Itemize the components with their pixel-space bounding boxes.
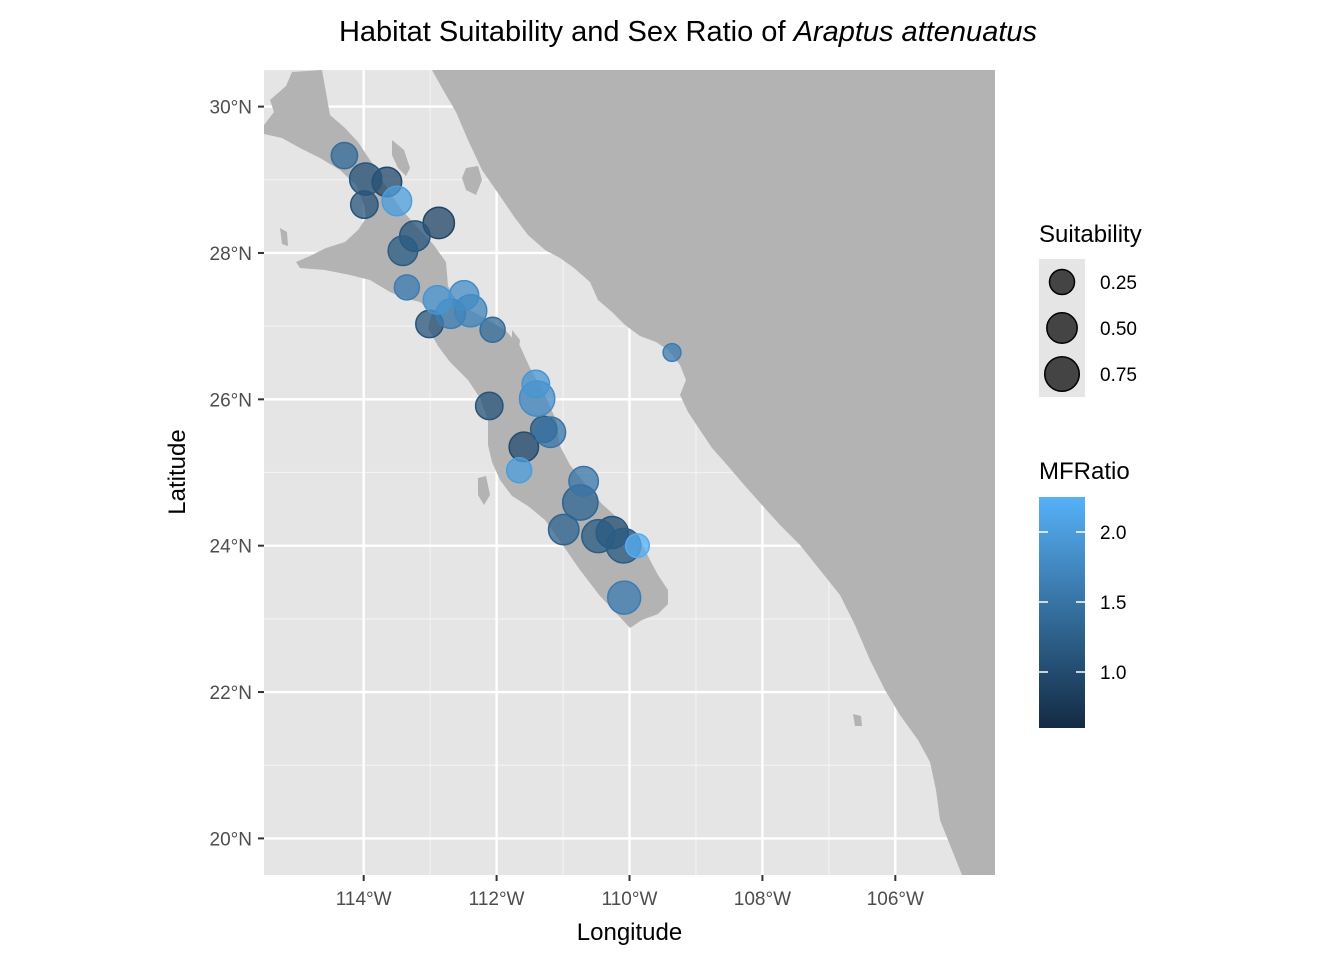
y-tick-label: 30°N — [210, 98, 252, 119]
chart-title-species: Araptus attenuatus — [792, 16, 1037, 48]
color-legend: MFRatio 1.0 1.5 2.0 — [1039, 458, 1130, 728]
color-legend-label: 2.0 — [1100, 523, 1126, 544]
sample-point — [547, 513, 580, 546]
sample-point — [521, 369, 551, 399]
sample-point — [448, 279, 480, 311]
chart-title-prefix: Habitat Suitability and Sex Ratio of — [339, 16, 794, 48]
color-legend-keys: 1.0 1.5 2.0 — [1039, 523, 1126, 684]
x-axis-label: Longitude — [577, 919, 682, 946]
sample-point — [381, 185, 413, 217]
y-axis-ticks: 20°N 22°N 24°N 26°N 28°N 30°N — [210, 98, 264, 850]
isla-cedros — [280, 228, 288, 246]
y-tick-label: 28°N — [210, 244, 252, 265]
x-axis-ticks: 114°W 112°W 110°W 108°W 106°W — [336, 875, 924, 910]
x-tick-label: 114°W — [336, 889, 392, 910]
size-legend-title: Suitability — [1039, 221, 1142, 248]
isla-carmen — [512, 330, 520, 358]
sample-point — [479, 316, 506, 344]
size-legend-label: 0.25 — [1100, 273, 1137, 294]
chart-title: Habitat Suitability and Sex Ratio of Ara… — [339, 16, 1037, 48]
y-tick-label: 20°N — [210, 829, 252, 850]
x-tick-label: 108°W — [734, 889, 791, 910]
x-tick-label: 112°W — [469, 889, 525, 910]
sample-point — [349, 190, 379, 220]
sample-point — [624, 533, 651, 559]
islas-marias — [853, 714, 862, 726]
sample-point — [387, 235, 419, 267]
mainland-mexico — [432, 70, 995, 875]
y-tick-label: 26°N — [210, 390, 252, 411]
sample-point — [393, 274, 421, 301]
color-legend-label: 1.5 — [1100, 593, 1126, 614]
x-tick-label: 106°W — [867, 889, 924, 910]
sample-point — [534, 416, 567, 449]
sample-point — [330, 141, 359, 170]
x-tick-label: 110°W — [602, 889, 658, 910]
sample-point — [568, 465, 600, 497]
sample-point — [606, 580, 642, 615]
size-legend: Suitability 0.25 0.50 0.75 — [1039, 221, 1142, 397]
size-legend-label: 0.75 — [1100, 365, 1137, 386]
size-legend-circle — [1046, 312, 1078, 344]
isla-magdalena — [478, 476, 490, 505]
color-legend-label: 1.0 — [1100, 663, 1126, 684]
isla-tiburon — [462, 166, 482, 195]
isla-angel-de-la-guarda — [392, 140, 410, 176]
sample-point — [505, 457, 533, 484]
sample-point — [474, 391, 504, 421]
y-axis-label: Latitude — [164, 429, 191, 514]
sample-point — [422, 284, 453, 315]
size-legend-keys: 0.25 0.50 0.75 — [1039, 259, 1137, 397]
color-bar — [1039, 497, 1085, 728]
sample-point — [662, 342, 682, 363]
size-legend-circle — [1043, 355, 1081, 393]
color-legend-title: MFRatio — [1039, 458, 1130, 485]
sample-points — [330, 141, 682, 615]
size-legend-circle — [1048, 268, 1076, 296]
y-tick-label: 22°N — [210, 683, 252, 704]
y-tick-label: 24°N — [210, 537, 252, 558]
size-legend-label: 0.50 — [1100, 319, 1137, 340]
